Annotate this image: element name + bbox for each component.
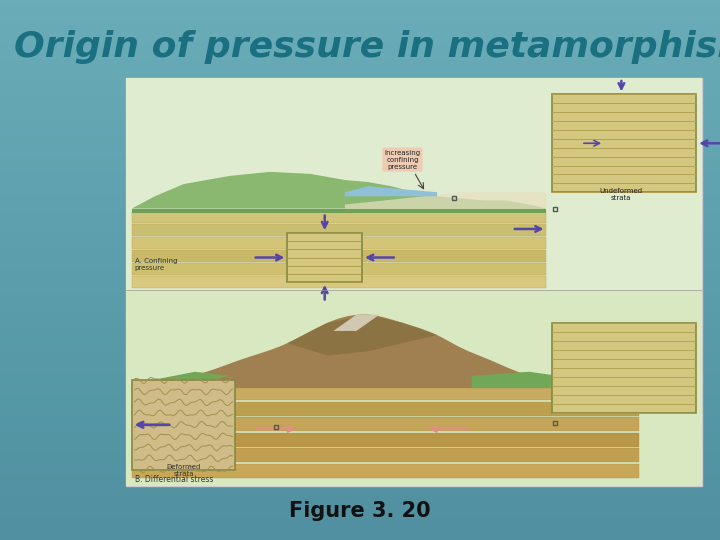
Bar: [132, 380, 235, 470]
Bar: [132, 224, 546, 236]
Text: Undeformed
strata: Undeformed strata: [600, 188, 643, 201]
Polygon shape: [345, 192, 546, 208]
Bar: [126, 78, 702, 290]
Bar: [126, 78, 702, 486]
Polygon shape: [132, 372, 230, 384]
Polygon shape: [472, 372, 639, 388]
Bar: [126, 290, 702, 486]
Bar: [132, 263, 546, 275]
Bar: [132, 386, 639, 400]
Text: Deformed
strata: Deformed strata: [166, 464, 201, 477]
Bar: [132, 211, 546, 223]
Bar: [552, 323, 696, 413]
Bar: [132, 433, 639, 447]
Polygon shape: [345, 186, 437, 197]
Polygon shape: [132, 172, 546, 208]
Polygon shape: [287, 315, 437, 355]
Text: B. Differential stress: B. Differential stress: [135, 475, 213, 484]
Bar: [552, 94, 696, 192]
Polygon shape: [132, 208, 546, 213]
Bar: [132, 276, 546, 288]
Polygon shape: [132, 314, 639, 389]
Text: A. Confining
pressure: A. Confining pressure: [135, 258, 177, 271]
Bar: [132, 250, 546, 262]
Bar: [132, 463, 639, 478]
Text: Figure 3. 20: Figure 3. 20: [289, 501, 431, 521]
Bar: [287, 233, 362, 282]
Bar: [132, 402, 639, 416]
Text: Origin of pressure in metamorphism: Origin of pressure in metamorphism: [14, 30, 720, 64]
Bar: [132, 237, 546, 249]
Text: Increasing
confining
pressure: Increasing confining pressure: [384, 150, 420, 170]
Bar: [132, 448, 639, 462]
Polygon shape: [333, 315, 379, 331]
Bar: [132, 417, 639, 431]
